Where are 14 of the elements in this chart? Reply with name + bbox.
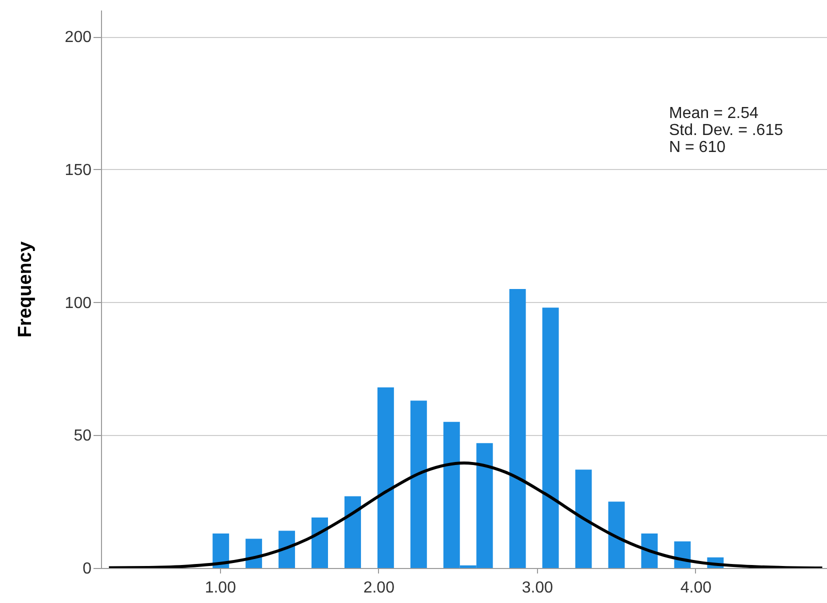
y-tick-label: 100: [64, 294, 92, 312]
annotation: Mean = 2.54: [669, 105, 758, 122]
x-tick-label: 3.00: [522, 580, 554, 596]
y-tick-label: 0: [82, 560, 92, 578]
y-tick-label: 200: [64, 29, 92, 46]
y-tick-label: 50: [74, 428, 92, 445]
annotation: N = 610: [669, 139, 726, 156]
y-tick-label: 150: [64, 162, 92, 179]
x-tick-label: 4.00: [680, 580, 712, 596]
x-tick-label: 2.00: [363, 580, 395, 596]
y-axis-title: Frequency: [14, 241, 36, 338]
x-tick-label: 1.00: [204, 580, 236, 596]
line-series: [107, 462, 824, 568]
annotation: Std. Dev. = .615: [669, 122, 784, 139]
